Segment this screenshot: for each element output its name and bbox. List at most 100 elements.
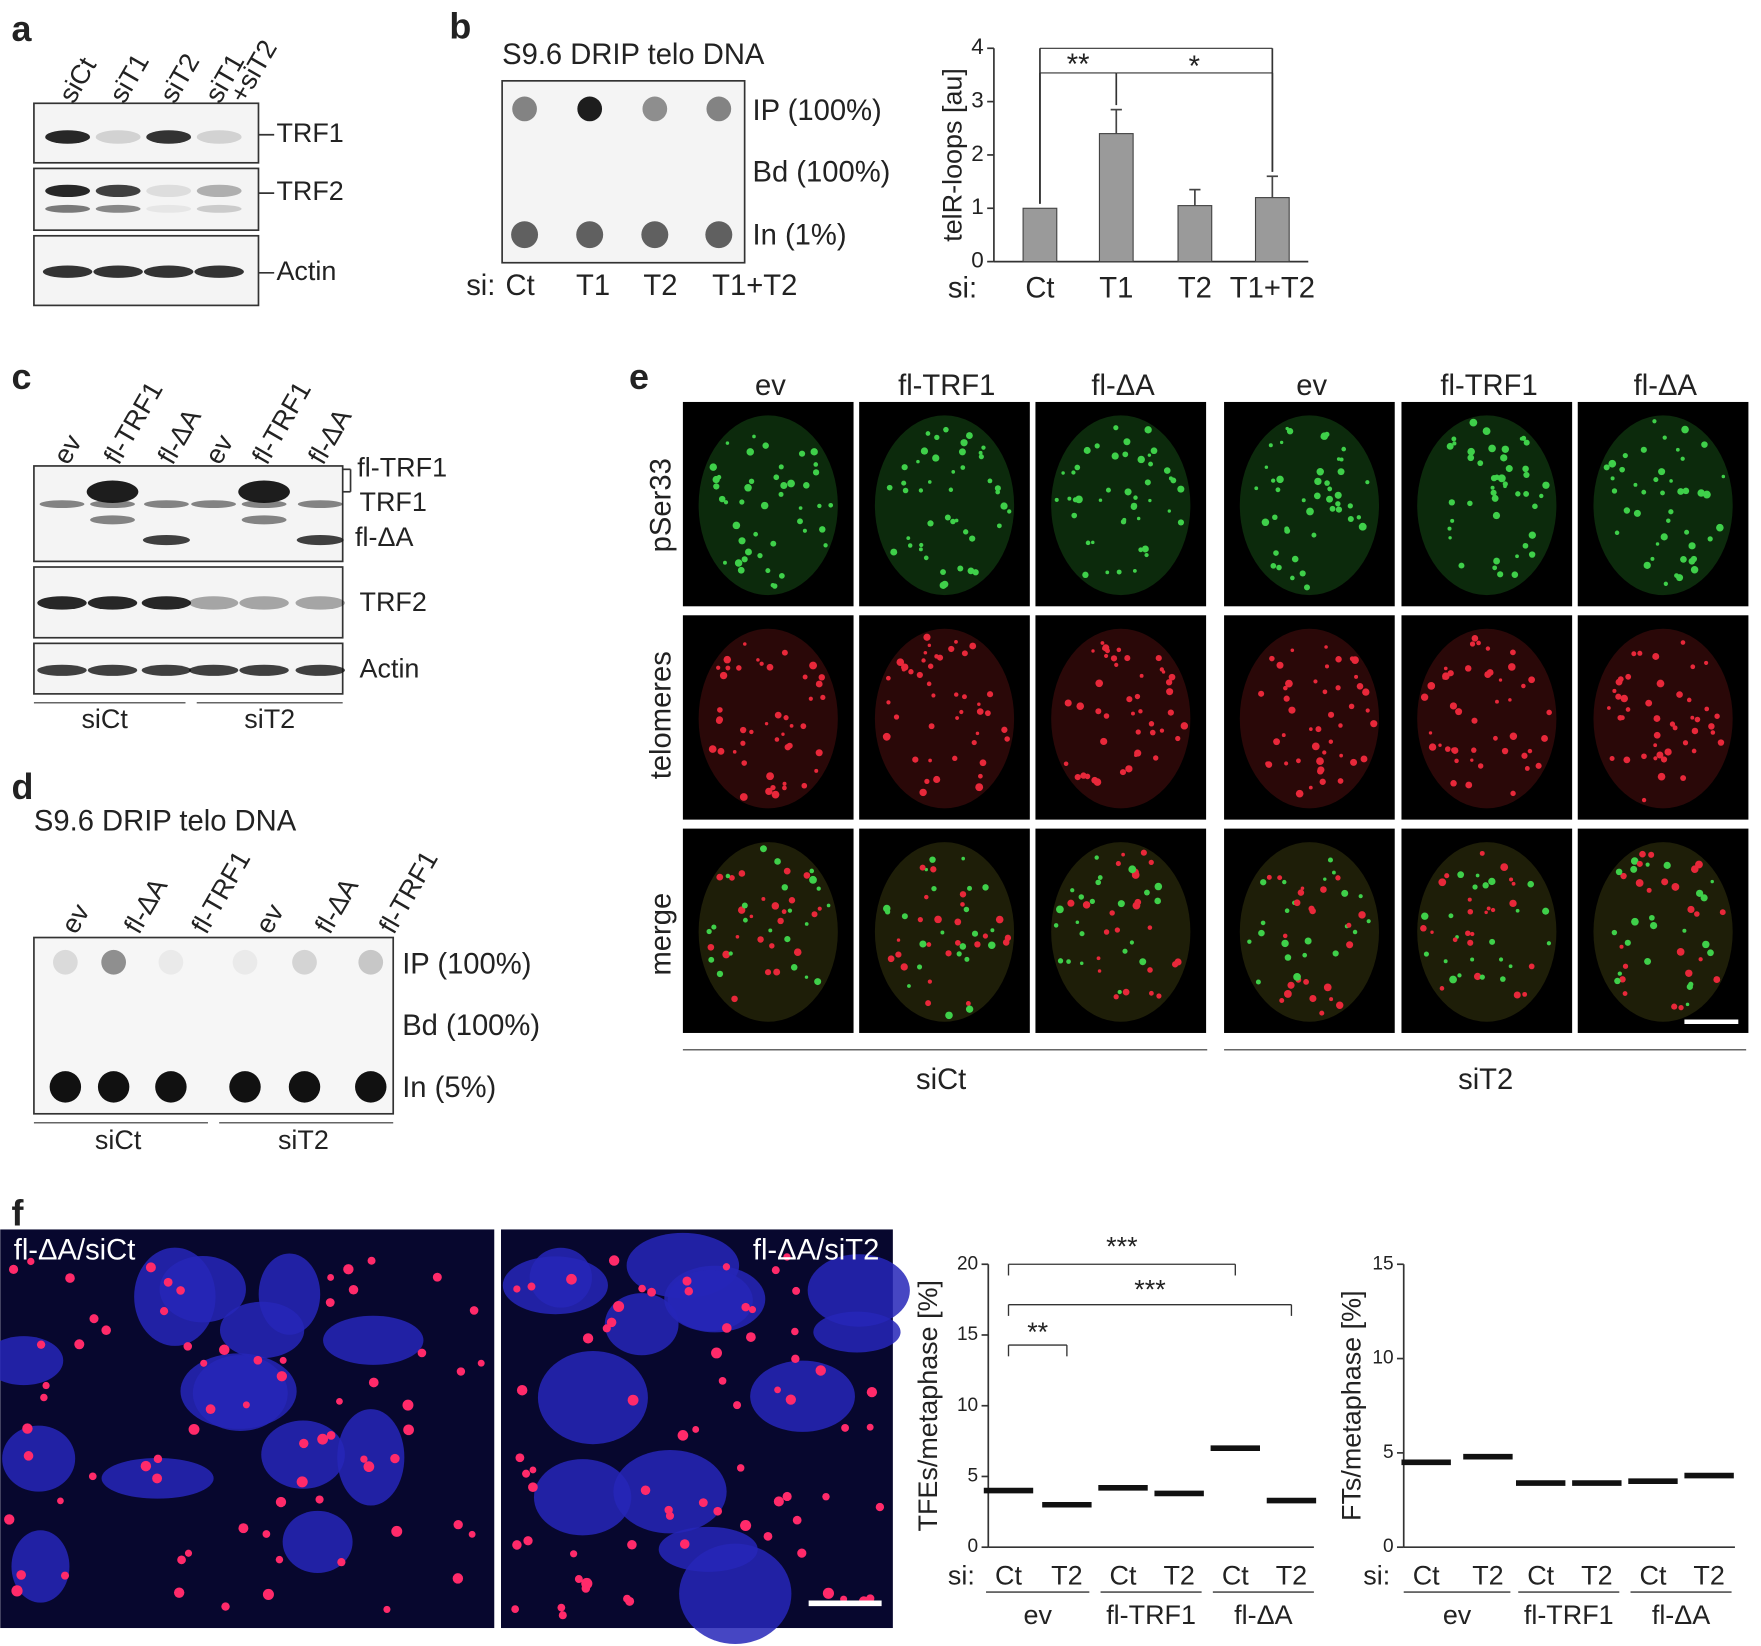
focus [988, 941, 996, 949]
focus [744, 548, 752, 556]
focus [1694, 716, 1701, 723]
blot-band [45, 130, 91, 144]
focus [919, 940, 927, 948]
focus [1521, 752, 1528, 759]
focus [901, 464, 908, 471]
focus [1290, 575, 1295, 581]
focus [770, 784, 776, 791]
focus [940, 930, 945, 935]
focus [1619, 976, 1626, 983]
telomere [822, 1492, 830, 1501]
focus [1690, 664, 1696, 670]
nucleus [1239, 628, 1380, 809]
nucleus [1051, 415, 1191, 596]
focus [1428, 731, 1433, 735]
panel-label: d [11, 766, 33, 807]
focus [1147, 453, 1152, 457]
blot-dot [101, 949, 126, 975]
focus [1275, 487, 1281, 493]
focus [1347, 515, 1354, 522]
focus [1105, 487, 1111, 493]
focus [948, 645, 955, 653]
focus [1486, 669, 1494, 676]
blot-dot [512, 96, 537, 122]
focus [1126, 696, 1133, 703]
focus [1649, 914, 1655, 921]
focus [1454, 758, 1459, 764]
blot-dot [229, 1071, 261, 1103]
focus [1502, 481, 1508, 487]
band-label: fl-TRF1 [357, 452, 447, 482]
telomere [238, 1523, 249, 1534]
focus [929, 856, 936, 863]
focus [1352, 929, 1358, 935]
focus [1448, 913, 1454, 919]
focus [995, 915, 1004, 924]
focus [1501, 445, 1510, 453]
focus [1469, 641, 1476, 647]
focus [1170, 477, 1177, 484]
focus [1279, 440, 1284, 445]
focus [1719, 909, 1726, 916]
lane-label: ev [199, 429, 239, 469]
focus [976, 708, 984, 715]
focus [931, 885, 937, 892]
focus [1653, 715, 1661, 722]
nucleus [874, 415, 1015, 596]
focus [1644, 957, 1652, 965]
focus [886, 700, 891, 705]
focus [1154, 897, 1161, 905]
lane-label: Ct [505, 270, 534, 302]
band-label: Actin [276, 256, 336, 286]
telomere [403, 1424, 414, 1436]
focus [1510, 790, 1516, 797]
focus [1293, 973, 1301, 981]
telomere [522, 1469, 531, 1478]
focus [737, 906, 746, 914]
focus [971, 930, 979, 937]
nucleus [1239, 842, 1380, 1022]
blot [33, 936, 395, 1115]
focus [1661, 878, 1669, 886]
focus [1527, 880, 1535, 888]
focus [826, 903, 831, 908]
focus [933, 775, 941, 784]
x-tick-label: Ct [1640, 1561, 1667, 1591]
focus [950, 518, 956, 525]
focus [1075, 495, 1083, 504]
focus [715, 717, 723, 724]
focus [1311, 532, 1317, 538]
chromosome [0, 1336, 64, 1386]
blot-band [239, 596, 289, 610]
focus [1686, 983, 1693, 990]
focus [1144, 889, 1150, 896]
focus [1704, 660, 1709, 666]
focus [954, 692, 959, 697]
focus [954, 639, 958, 644]
lane-label: fl-ΔA [152, 404, 207, 470]
blot-band [95, 204, 141, 213]
focus [907, 543, 913, 548]
focus [1686, 697, 1692, 703]
focus [1438, 878, 1447, 887]
blot-band [95, 184, 141, 198]
focus [1335, 875, 1341, 881]
focus [759, 661, 764, 666]
telomere [771, 1266, 780, 1275]
focus [1500, 863, 1509, 872]
focus [1270, 563, 1277, 569]
focus [1490, 474, 1498, 482]
blot-band [87, 664, 138, 676]
panel-label: e [629, 356, 649, 397]
focus [1137, 455, 1145, 464]
telomere [177, 1555, 186, 1565]
focus [1120, 519, 1127, 525]
focus [1149, 729, 1156, 736]
blot-dot [53, 949, 78, 975]
focus [1125, 765, 1133, 773]
row-label: merge [645, 893, 677, 976]
focus [928, 758, 932, 763]
focus [1477, 763, 1484, 769]
focus [1640, 446, 1647, 453]
